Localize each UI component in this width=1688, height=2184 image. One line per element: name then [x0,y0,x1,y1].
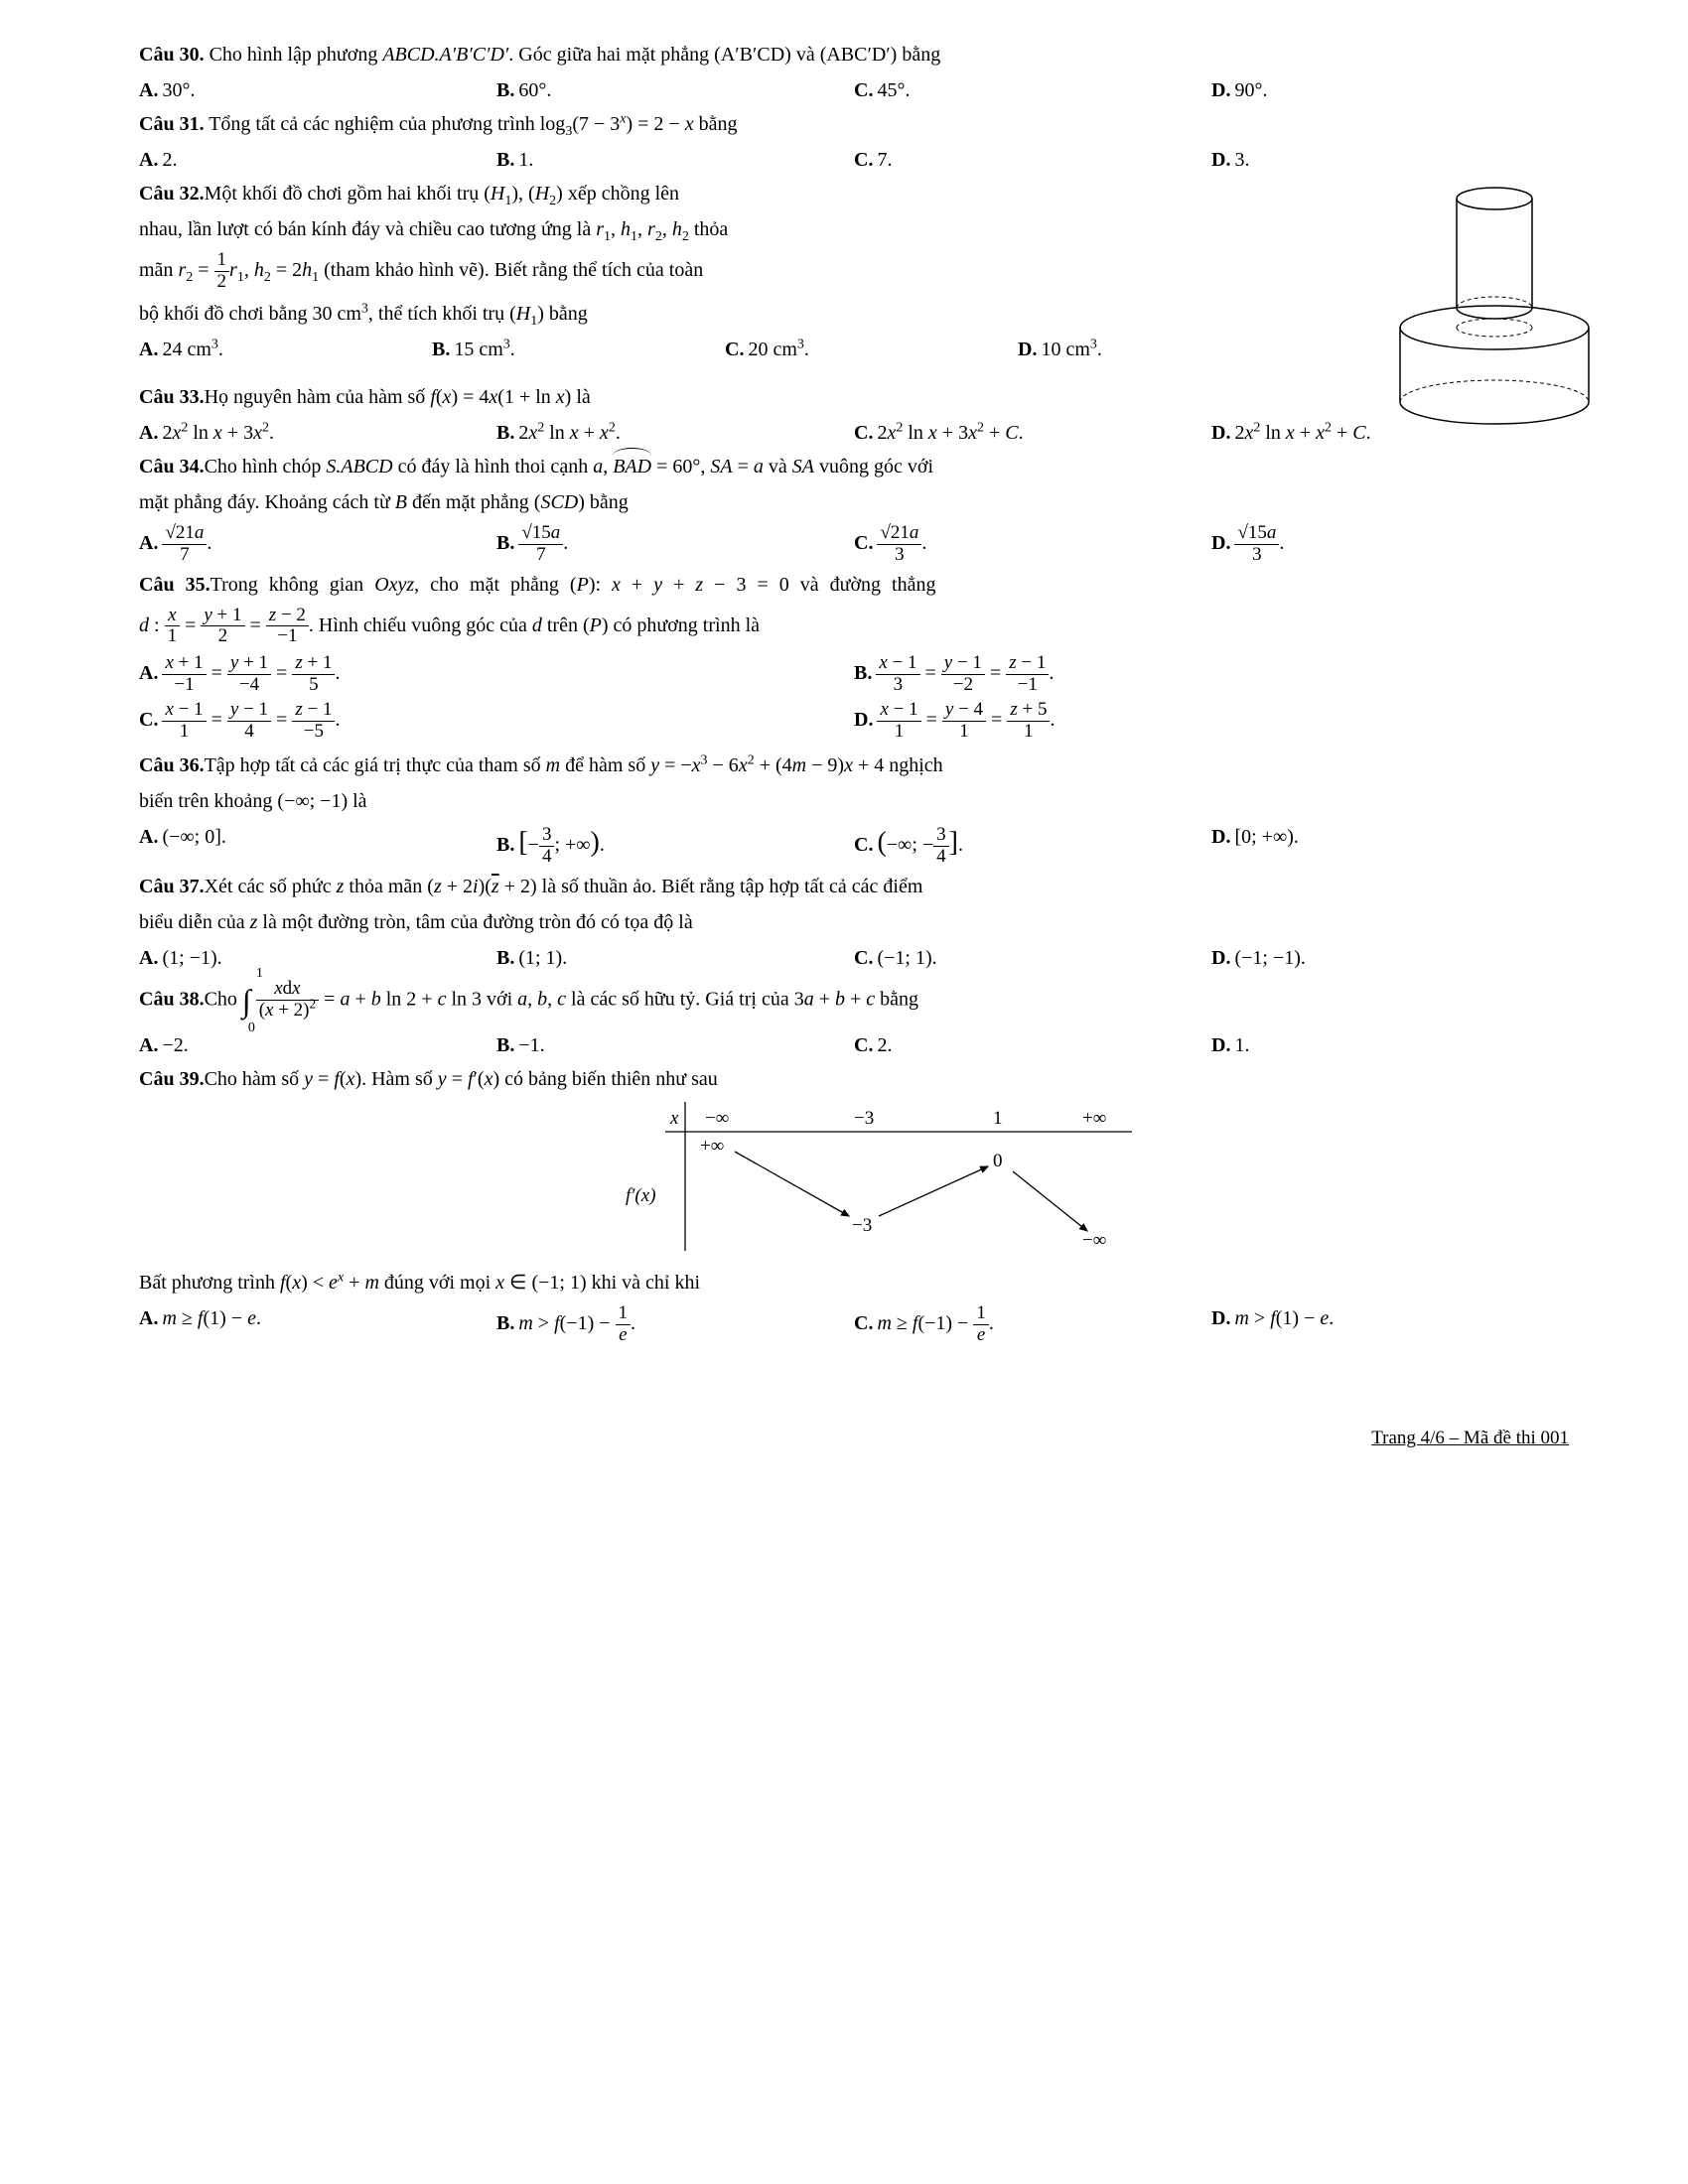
q30-label: Câu 30. [139,44,205,66]
q34-prompt: Câu 34.Cho hình chóp S.ABCD có đáy là hì… [139,452,1569,481]
svg-text:−∞: −∞ [1082,1230,1106,1251]
svg-text:0: 0 [993,1151,1003,1171]
q36-prompt: Câu 36.Tập hợp tất cả các giá trị thực c… [139,751,1569,780]
q33-options: A.2x2 ln x + 3x2. B.2x2 ln x + x2. C.2x2… [139,418,1569,448]
q35-prompt: Câu 35.Trong không gian Oxyz, cho mặt ph… [139,570,1569,600]
q30-options: A.30°. B.60°. C.45°. D.90°. [139,75,1569,105]
svg-text:−3: −3 [854,1108,874,1129]
svg-text:−3: −3 [852,1215,872,1236]
q36-options: A.(−∞; 0]. B.[−34; +∞). C.(−∞; −34]. D.[… [139,822,1569,868]
q32-block: Câu 32.Một khối đồ chơi gồm hai khối trụ… [139,179,1569,364]
q30-opt-D: D.90°. [1211,75,1569,105]
q34-options: A.√21a7. B.√15a7. C.√21a3. D.√15a3. [139,523,1569,566]
svg-text:−∞: −∞ [705,1108,729,1129]
svg-text:f′(x): f′(x) [626,1185,656,1206]
q31-options: A.2. B.1. C.7. D.3. [139,145,1569,175]
q39-prompt: Câu 39.Cho hàm số y = f(x). Hàm số y = f… [139,1064,1569,1094]
page-footer: Trang 4/6 – Mã đề thi 001 [139,1425,1569,1453]
q30-prompt: Câu 30. Cho hình lập phương ABCD.A′B′C′D… [139,40,1569,69]
q30-opt-C: C.45°. [854,75,1211,105]
q35-options: A.x + 1−1 = y + 1−4 = z + 15. B.x − 13 =… [139,653,1569,747]
svg-text:+∞: +∞ [1082,1108,1106,1129]
q33-prompt: Câu 33.Họ nguyên hàm của hàm số f(x) = 4… [139,382,1569,412]
q30-opt-A: A.30°. [139,75,496,105]
svg-text:x: x [669,1108,679,1129]
q31-prompt: Câu 31. Tổng tất cả các nghiệm của phươn… [139,109,1569,139]
svg-text:1: 1 [993,1108,1003,1129]
q38-options: A.−2. B.−1. C.2. D.1. [139,1030,1569,1060]
q38-prompt: Câu 38.Cho 1 ∫ 0 xdx(x + 2)2 = a + b ln … [139,977,1569,1024]
svg-text:+∞: +∞ [700,1136,724,1157]
q37-options: A.(1; −1). B.(1; 1). C.(−1; 1). D.(−1; −… [139,943,1569,973]
q39-options: A.m ≥ f(1) − e. B.m > f(−1) − 1e. C.m ≥ … [139,1303,1569,1346]
stacked-cylinders-figure [1380,179,1609,427]
q30-opt-B: B.60°. [496,75,854,105]
variation-table: x −∞ −3 1 +∞ f′(x) +∞ −3 0 −∞ [139,1102,1569,1260]
q37-prompt: Câu 37.Xét các số phức z thỏa mãn (z + 2… [139,872,1569,901]
